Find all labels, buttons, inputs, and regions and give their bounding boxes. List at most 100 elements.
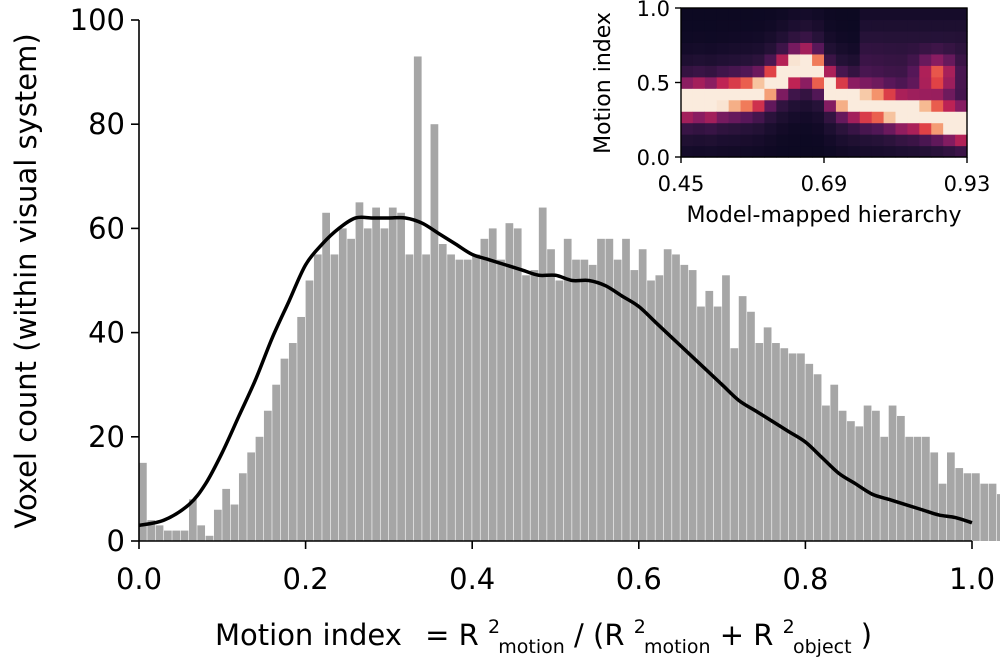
heatmap-cell: [728, 88, 742, 101]
heatmap-cell: [871, 76, 885, 89]
histogram-bar: [172, 530, 181, 541]
heatmap-cell: [776, 122, 789, 135]
heatmap-cell: [788, 42, 801, 55]
histogram-bar: [155, 525, 164, 541]
heatmap-cell: [800, 145, 813, 158]
histogram-bar: [647, 280, 655, 541]
heatmap-cell: [824, 134, 837, 147]
heatmap-cell: [681, 99, 694, 112]
histogram-bar: [605, 238, 614, 541]
heatmap-cell: [955, 65, 968, 78]
heatmap-cell: [955, 76, 968, 89]
histogram-bar: [930, 452, 939, 541]
histogram-bar: [672, 254, 680, 541]
heatmap-cell: [871, 88, 885, 101]
heatmap-cell: [764, 145, 777, 158]
heatmap-cell: [812, 65, 825, 78]
histogram-bar: [513, 228, 522, 541]
heatmap-cell: [764, 8, 777, 21]
heatmap-cell: [847, 65, 861, 78]
heatmap-cell: [907, 53, 920, 66]
heatmap-cell: [728, 122, 742, 135]
histogram-bars: [139, 56, 1000, 542]
heatmap-cell: [764, 134, 777, 147]
heatmap-cell: [907, 134, 920, 147]
histogram-bar: [405, 254, 414, 541]
heatmap-cell: [931, 19, 944, 32]
heatmap-cell: [943, 76, 956, 89]
heatmap-cell: [692, 65, 706, 78]
heatmap-cell: [859, 122, 873, 135]
heatmap-cell: [740, 122, 754, 135]
heatmap-cell: [824, 99, 837, 112]
heatmap-cell: [812, 99, 825, 112]
histogram-bar: [505, 223, 514, 541]
heatmap-cell: [812, 30, 825, 43]
heatmap-cell: [931, 53, 944, 66]
heatmap-cell: [931, 88, 944, 101]
heatmap-cell: [907, 30, 920, 43]
histogram-bar: [397, 212, 405, 541]
heatmap-cell: [752, 99, 766, 112]
histogram-bar: [430, 124, 439, 541]
histogram-bar: [263, 410, 272, 541]
heatmap-cell: [847, 19, 861, 32]
histogram-bar: [147, 520, 156, 541]
heatmap-cell: [835, 111, 849, 124]
heatmap-cell: [824, 111, 837, 124]
heatmap-cell: [704, 19, 718, 32]
inset-x-ticks: 0.45 0.69 0.93: [658, 157, 990, 196]
heatmap-cell: [764, 88, 777, 101]
heatmap-cell: [812, 42, 825, 55]
histogram-bar: [996, 494, 1000, 541]
heatmap-cell: [681, 88, 694, 101]
heatmap-cell: [740, 111, 754, 124]
histogram-bar: [488, 228, 497, 541]
heatmap-cell: [788, 8, 801, 21]
heatmap-cell: [955, 122, 968, 135]
heatmap-cell: [895, 42, 909, 55]
heatmap-cell: [847, 42, 861, 55]
histogram-bar: [238, 473, 247, 541]
y-tick-label: 80: [88, 107, 125, 141]
heatmap-cell: [919, 134, 932, 147]
heatmap-cell: [740, 30, 754, 43]
heatmap-cell: [835, 99, 849, 112]
heatmap-cell: [740, 76, 754, 89]
histogram-bar: [705, 290, 714, 541]
heatmap-cell: [943, 53, 956, 66]
heatmap-cell: [943, 8, 956, 21]
heatmap-cell: [883, 65, 897, 78]
heatmap-cell: [764, 65, 777, 78]
heatmap-cell: [847, 88, 861, 101]
x-ticks: 0.0 0.2 0.4 0.6 0.8 1.0: [116, 541, 995, 596]
heatmap-cell: [871, 19, 885, 32]
heatmap-cell: [812, 88, 825, 101]
heatmap-cell: [800, 42, 813, 55]
heatmap-cell: [955, 19, 968, 32]
histogram-bar: [480, 238, 489, 541]
y-axis-label: Voxel count (within visual system): [9, 33, 43, 528]
heatmap-cell: [955, 111, 968, 124]
heatmap-cell: [776, 65, 789, 78]
x-tick-label: 0.0: [116, 562, 162, 596]
heatmap-cell: [907, 19, 920, 32]
heatmap-cell: [704, 99, 718, 112]
heatmap-cell: [692, 134, 706, 147]
heatmap-cell: [883, 53, 897, 66]
histogram-bar: [422, 254, 430, 541]
histogram-bar: [180, 530, 189, 541]
heatmap-cell: [728, 19, 742, 32]
heatmap-cell: [919, 65, 932, 78]
heatmap-cell: [692, 145, 706, 158]
heatmap-cell: [681, 42, 694, 55]
inset-y-tick-label: 0.5: [637, 72, 670, 96]
heatmap-cell: [943, 42, 956, 55]
heatmap-cell: [681, 122, 694, 135]
heatmap-cell: [895, 8, 909, 21]
heatmap-cell: [716, 111, 730, 124]
heatmap-cell: [740, 42, 754, 55]
histogram-bar: [139, 462, 147, 541]
heatmap-cell: [919, 76, 932, 89]
